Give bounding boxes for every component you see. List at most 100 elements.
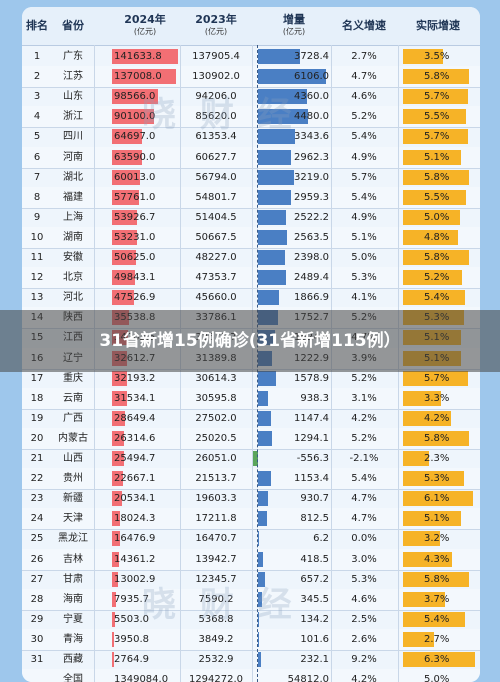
gdp-2024-bar bbox=[112, 69, 176, 85]
real-growth-value: 3.2% bbox=[424, 533, 450, 545]
increase-bar bbox=[258, 229, 287, 245]
province-cell: 四川 bbox=[63, 131, 83, 143]
province-cell: 北京 bbox=[63, 272, 83, 284]
real-growth-bar bbox=[403, 49, 443, 64]
increase-bar bbox=[258, 430, 273, 446]
table-row: 28 海南 7935.7 7590.2 345.5 4.6% 3.7% bbox=[22, 588, 480, 611]
gdp-2024-value: 18024.3 bbox=[114, 513, 156, 525]
gdp-2024-value: 47526.9 bbox=[114, 292, 156, 304]
gdp-2024-value: 141633.8 bbox=[114, 51, 162, 62]
gdp-2024-bar bbox=[112, 229, 137, 245]
real-growth-value: 5.8% bbox=[424, 71, 450, 83]
real-growth-bar bbox=[403, 631, 434, 647]
real-growth-bar bbox=[403, 410, 451, 426]
gdp-2024-bar bbox=[112, 571, 119, 587]
increase-value: 1147.4 bbox=[294, 412, 329, 424]
table-row: 31 西藏 2764.9 2532.9 232.1 9.2% 6.3% bbox=[22, 649, 480, 671]
province-cell: 内蒙古 bbox=[58, 432, 88, 444]
gdp-2023-value: 30595.8 bbox=[195, 392, 237, 404]
real-growth-value: 5.1% bbox=[424, 151, 450, 163]
nominal-growth-value: 5.3% bbox=[351, 573, 377, 585]
gdp-2024-bar bbox=[112, 129, 143, 145]
real-growth-bar bbox=[403, 189, 466, 205]
nominal-growth-value: 3.1% bbox=[351, 392, 377, 404]
real-growth-value: 5.8% bbox=[424, 432, 450, 444]
rank-cell: 10 bbox=[30, 231, 44, 243]
increase-value: 6106.0 bbox=[294, 71, 329, 83]
table-row: 26 吉林 14361.2 13942.7 418.5 3.0% 4.3% bbox=[22, 548, 480, 571]
nominal-growth-value: 9.2% bbox=[351, 654, 377, 665]
rank-cell: 1 bbox=[33, 51, 41, 62]
increase-value: 54812.0 bbox=[287, 674, 329, 682]
table-row: 11 安徽 50625.0 48227.0 2398.0 5.0% 5.8% bbox=[22, 247, 480, 269]
real-growth-value: 3.5% bbox=[424, 51, 450, 62]
real-growth-bar bbox=[403, 370, 469, 386]
gdp-2024-bar bbox=[112, 652, 114, 667]
real-growth-bar bbox=[403, 511, 462, 527]
increase-bar bbox=[258, 471, 271, 487]
nominal-growth-value: 0.0% bbox=[351, 533, 377, 545]
real-growth-value: 5.4% bbox=[424, 613, 450, 625]
real-growth-value: 5.2% bbox=[424, 272, 450, 284]
province-cell: 重庆 bbox=[63, 372, 83, 384]
increase-bar bbox=[258, 491, 269, 507]
nominal-growth-value: 2.5% bbox=[351, 613, 377, 625]
increase-value: 1153.4 bbox=[294, 473, 329, 485]
real-growth-value: 4.2% bbox=[424, 412, 450, 424]
nominal-growth-value: 5.4% bbox=[351, 473, 377, 485]
nominal-growth-value: 5.2% bbox=[351, 372, 377, 384]
gdp-2023-value: 61353.4 bbox=[195, 131, 237, 143]
header-2023: 2023年 (亿元) bbox=[182, 7, 250, 45]
table-row: 6 河南 63590.0 60627.7 2962.3 4.9% 5.1% bbox=[22, 146, 480, 169]
province-cell: 广西 bbox=[63, 412, 83, 424]
real-growth-value: 5.3% bbox=[424, 473, 450, 485]
table-row: 22 贵州 22667.1 21513.7 1153.4 5.4% 5.3% bbox=[22, 468, 480, 491]
gdp-2023-value: 17211.8 bbox=[195, 513, 237, 525]
province-cell: 安徽 bbox=[63, 252, 83, 263]
table-row: 10 湖南 53231.0 50667.5 2563.5 5.1% 4.8% bbox=[22, 226, 480, 249]
gdp-2024-value: 49843.1 bbox=[114, 272, 156, 284]
increase-bar bbox=[258, 511, 268, 527]
increase-value: 3728.4 bbox=[294, 51, 329, 62]
increase-value: 1578.9 bbox=[294, 372, 329, 384]
increase-value: -556.3 bbox=[296, 453, 329, 464]
increase-value: 6.2 bbox=[313, 533, 329, 545]
real-growth-bar bbox=[403, 451, 430, 466]
rank-cell: 2 bbox=[33, 71, 41, 83]
increase-bar bbox=[258, 250, 285, 265]
real-growth-value: 6.1% bbox=[424, 493, 450, 505]
real-growth-value: 2.3% bbox=[424, 453, 450, 464]
real-growth-bar bbox=[403, 491, 473, 507]
gdp-2024-value: 53926.7 bbox=[114, 211, 156, 223]
real-growth-value: 5.8% bbox=[424, 573, 450, 585]
nominal-growth-value: 5.0% bbox=[351, 252, 377, 263]
increase-value: 4360.0 bbox=[294, 91, 329, 103]
real-growth-value: 5.7% bbox=[424, 372, 450, 384]
increase-value: 1866.9 bbox=[294, 292, 329, 304]
gdp-2024-value: 22667.1 bbox=[114, 473, 156, 485]
gdp-2024-bar bbox=[112, 189, 139, 205]
rank-cell: 19 bbox=[30, 412, 44, 424]
gdp-2024-bar bbox=[112, 471, 123, 487]
real-growth-bar bbox=[403, 169, 470, 185]
province-cell: 江苏 bbox=[63, 71, 83, 83]
real-growth-bar bbox=[403, 571, 470, 587]
nominal-growth-value: 5.1% bbox=[351, 231, 377, 243]
increase-bar bbox=[258, 410, 271, 426]
news-title-overlay[interactable]: 31省新增15例确诊(31省新增115例） bbox=[0, 310, 500, 372]
gdp-2024-value: 90100.0 bbox=[114, 111, 156, 123]
real-growth-value: 5.8% bbox=[424, 252, 450, 263]
rank-cell: 25 bbox=[30, 533, 44, 545]
news-title[interactable]: 31省新增15例确诊(31省新增115例） bbox=[99, 331, 401, 351]
gdp-2024-value: 3950.8 bbox=[114, 633, 149, 645]
increase-value: 232.1 bbox=[300, 654, 329, 665]
increase-value: 2959.3 bbox=[294, 191, 329, 203]
increase-bar bbox=[258, 129, 296, 145]
nominal-growth-value: 5.2% bbox=[351, 432, 377, 444]
gdp-2024-bar bbox=[112, 410, 126, 426]
real-growth-bar bbox=[403, 611, 465, 627]
nominal-growth-value: 4.7% bbox=[351, 513, 377, 525]
increase-bar bbox=[251, 451, 258, 466]
increase-value: 812.5 bbox=[300, 513, 329, 525]
header-2023-unit: (亿元) bbox=[204, 27, 228, 36]
